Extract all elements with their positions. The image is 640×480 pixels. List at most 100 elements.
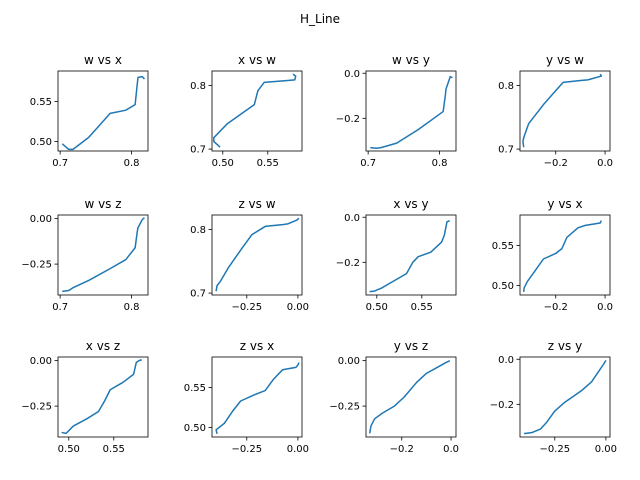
subplot-title: z vs x — [240, 339, 274, 353]
x-tick-label: −0.25 — [231, 302, 262, 313]
y-tick-label: 0.00 — [30, 356, 52, 367]
subplot-6: z vs w −0.25 0.00 0.7 0.8 — [190, 197, 309, 313]
axes-frame — [57, 214, 149, 296]
axes-frame — [365, 214, 457, 296]
y-tick-label: 0.0 — [498, 355, 514, 366]
y-tick-label: −0.25 — [21, 260, 52, 271]
y-tick-label: 0.7 — [498, 145, 514, 156]
subplot-2: x vs w 0.50 0.55 0.7 0.8 — [190, 53, 303, 169]
axes-frame — [519, 214, 611, 296]
subplot-title: y vs z — [394, 339, 428, 353]
subplot-title: w vs z — [84, 197, 121, 211]
series-line — [369, 219, 450, 293]
y-tick-label: 0.50 — [184, 423, 206, 434]
y-tick-label: 0.8 — [190, 225, 206, 236]
axes-frame — [519, 356, 611, 438]
x-tick-label: 0.55 — [103, 444, 125, 455]
x-tick-label: 0.50 — [212, 158, 234, 169]
y-tick-label: 0.50 — [30, 137, 52, 148]
x-tick-label: 0.8 — [432, 158, 448, 169]
series-line — [62, 217, 145, 293]
x-tick-label: −0.2 — [544, 158, 568, 169]
subplot-10: z vs x −0.25 0.00 0.50 0.55 — [184, 339, 309, 455]
y-tick-label: 0.55 — [184, 383, 206, 394]
x-tick-label: 0.55 — [257, 158, 279, 169]
subplot-title: w vs x — [84, 53, 122, 67]
axes-frame — [57, 70, 149, 152]
x-tick-label: 0.7 — [360, 158, 376, 169]
y-tick-label: 0.0 — [344, 213, 360, 224]
x-tick-label: 0.00 — [287, 444, 309, 455]
x-tick-label: 0.7 — [52, 302, 68, 313]
series-line — [522, 220, 603, 292]
x-tick-label: 0.8 — [124, 302, 140, 313]
subplot-panels: w vs x 0.7 0.8 0.50 0.55 x vs w 0.50 0.55 0.7 0.8… — [21, 53, 617, 455]
axes-frame — [211, 356, 303, 438]
series-line — [61, 75, 145, 151]
y-tick-label: 0.50 — [492, 281, 514, 292]
y-tick-label: −0.2 — [336, 258, 360, 269]
series-line — [522, 73, 603, 148]
series-line — [215, 217, 300, 292]
axes-frame — [365, 356, 457, 438]
series-line — [370, 75, 453, 150]
x-tick-label: 0.0 — [443, 444, 459, 455]
y-tick-label: 0.00 — [30, 214, 52, 225]
series-line — [523, 359, 607, 435]
x-tick-label: 0.8 — [124, 158, 140, 169]
x-tick-label: 0.50 — [58, 444, 80, 455]
subplot-title: x vs z — [86, 339, 120, 353]
x-tick-label: 0.50 — [366, 302, 388, 313]
series-line — [368, 359, 451, 434]
subplot-title: y vs w — [546, 53, 584, 67]
x-tick-label: 0.00 — [595, 444, 617, 455]
series-line — [215, 362, 300, 434]
y-tick-label: 0.00 — [338, 356, 360, 367]
subplot-11: y vs z −0.2 0.0 0.00 −0.25 — [329, 339, 459, 455]
subplot-3: w vs y 0.7 0.8 0.0 −0.2 — [336, 53, 457, 169]
x-tick-label: 0.7 — [52, 158, 68, 169]
axes-frame — [211, 214, 303, 296]
y-tick-label: 0.8 — [498, 81, 514, 92]
subplot-title: y vs x — [547, 197, 582, 211]
subplot-4: y vs w −0.2 0.0 0.7 0.8 — [498, 53, 613, 169]
y-tick-label: 0.7 — [190, 289, 206, 300]
x-tick-label: −0.2 — [390, 444, 414, 455]
x-tick-label: −0.25 — [539, 444, 570, 455]
y-tick-label: 0.7 — [190, 145, 206, 156]
x-tick-label: 0.0 — [597, 158, 613, 169]
axes-frame — [57, 356, 149, 438]
y-tick-label: 0.55 — [492, 241, 514, 252]
subplot-title: z vs w — [238, 197, 275, 211]
y-tick-label: −0.25 — [21, 402, 52, 413]
y-tick-label: 0.0 — [344, 69, 360, 80]
y-tick-label: 0.8 — [190, 81, 206, 92]
subplot-8: y vs x −0.2 0.0 0.50 0.55 — [492, 197, 613, 313]
subplot-9: x vs z 0.50 0.55 0.00 −0.25 — [21, 339, 149, 455]
subplot-1: w vs x 0.7 0.8 0.50 0.55 — [30, 53, 149, 169]
y-tick-label: −0.25 — [329, 402, 360, 413]
subplot-title: x vs w — [238, 53, 276, 67]
x-tick-label: −0.25 — [231, 444, 262, 455]
subplot-7: x vs y 0.50 0.55 0.0 −0.2 — [336, 197, 457, 313]
y-tick-label: −0.2 — [336, 114, 360, 125]
subplot-title: w vs y — [392, 53, 430, 67]
series-line — [213, 73, 297, 148]
axes-frame — [211, 70, 303, 152]
subplot-12: z vs y −0.25 0.00 0.0 −0.2 — [490, 339, 617, 455]
subplot-title: x vs y — [393, 197, 428, 211]
axes-frame — [519, 70, 611, 152]
x-tick-label: 0.0 — [597, 302, 613, 313]
series-line — [61, 359, 142, 435]
y-tick-label: −0.2 — [490, 400, 514, 411]
subplot-5: w vs z 0.7 0.8 0.00 −0.25 — [21, 197, 149, 313]
x-tick-label: −0.2 — [544, 302, 568, 313]
y-tick-label: 0.55 — [30, 97, 52, 108]
figure-suptitle: H_Line — [300, 12, 340, 26]
x-tick-label: 0.55 — [411, 302, 433, 313]
x-tick-label: 0.00 — [287, 302, 309, 313]
axes-frame — [365, 70, 457, 152]
subplot-title: z vs y — [548, 339, 582, 353]
